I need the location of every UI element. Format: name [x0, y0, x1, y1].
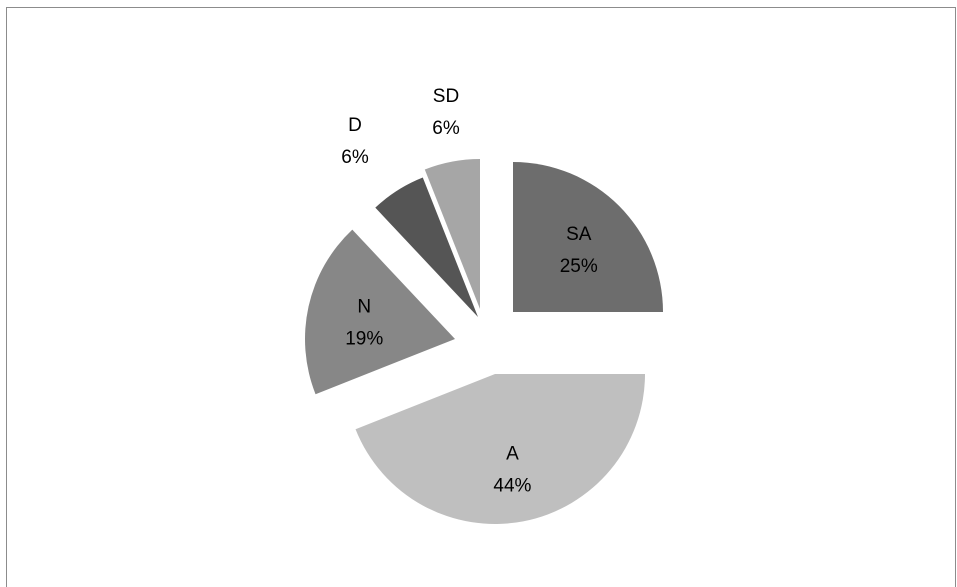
slice-category-label: D	[348, 115, 362, 136]
slice-category-label: SD	[433, 86, 459, 107]
data-label-d: D 6%	[341, 115, 369, 168]
slice-category-label: A	[506, 443, 519, 464]
data-label-n: N 19%	[345, 297, 383, 350]
data-label-sd: SD 6%	[432, 86, 460, 139]
pie-slice-a	[355, 374, 645, 525]
pie-slice-n	[304, 229, 455, 395]
data-label-sa: SA 25%	[560, 224, 598, 277]
data-label-a: A 44%	[493, 443, 531, 496]
pie-slice-sa	[513, 162, 663, 312]
slice-percent-label: 44%	[493, 475, 531, 496]
slice-percent-label: 19%	[345, 329, 383, 350]
pie-slice-d	[375, 177, 478, 317]
slice-category-label: N	[357, 297, 371, 318]
slice-percent-label: 25%	[560, 256, 598, 277]
slice-category-label: SA	[566, 224, 592, 245]
slice-percent-label: 6%	[341, 147, 369, 168]
pie-slice-sd	[424, 159, 480, 309]
slice-percent-label: 6%	[432, 118, 460, 139]
